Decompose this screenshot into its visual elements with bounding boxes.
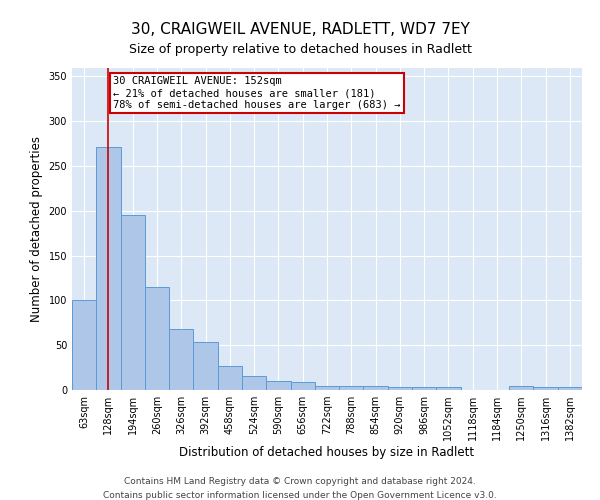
Bar: [509, 386, 533, 390]
Bar: [145, 287, 169, 390]
Bar: [339, 386, 364, 390]
Bar: [364, 386, 388, 390]
Text: 30 CRAIGWEIL AVENUE: 152sqm
← 21% of detached houses are smaller (181)
78% of se: 30 CRAIGWEIL AVENUE: 152sqm ← 21% of det…: [113, 76, 401, 110]
Bar: [242, 376, 266, 390]
Text: Size of property relative to detached houses in Radlett: Size of property relative to detached ho…: [128, 42, 472, 56]
Bar: [169, 329, 193, 390]
Bar: [315, 386, 339, 390]
Bar: [193, 342, 218, 390]
Bar: [412, 388, 436, 390]
Text: 30, CRAIGWEIL AVENUE, RADLETT, WD7 7EY: 30, CRAIGWEIL AVENUE, RADLETT, WD7 7EY: [131, 22, 469, 38]
Bar: [533, 388, 558, 390]
Bar: [436, 388, 461, 390]
Bar: [290, 382, 315, 390]
Bar: [218, 366, 242, 390]
Text: Contains HM Land Registry data © Crown copyright and database right 2024.: Contains HM Land Registry data © Crown c…: [124, 478, 476, 486]
Y-axis label: Number of detached properties: Number of detached properties: [30, 136, 43, 322]
Bar: [96, 147, 121, 390]
Text: Contains public sector information licensed under the Open Government Licence v3: Contains public sector information licen…: [103, 491, 497, 500]
Bar: [121, 216, 145, 390]
Bar: [388, 388, 412, 390]
X-axis label: Distribution of detached houses by size in Radlett: Distribution of detached houses by size …: [179, 446, 475, 459]
Bar: [72, 300, 96, 390]
Bar: [558, 388, 582, 390]
Bar: [266, 381, 290, 390]
